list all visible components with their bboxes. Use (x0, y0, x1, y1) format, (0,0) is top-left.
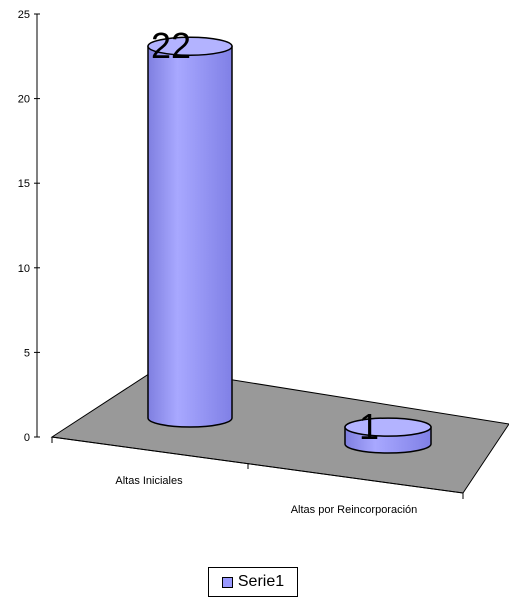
x-axis-line (51, 436, 464, 494)
data-label: 22 (151, 25, 191, 66)
legend: Serie1 (208, 567, 298, 597)
x-category-label: Altas por Reincorporación (291, 504, 418, 516)
y-tick-label: 20 (18, 94, 30, 106)
bar-top (147, 36, 233, 56)
x-category-label: Altas Iniciales (115, 475, 183, 487)
bar-body (147, 45, 233, 428)
legend-label: Serie1 (237, 573, 285, 590)
bar (344, 417, 432, 454)
legend-swatch (221, 576, 233, 588)
bar-top (344, 417, 432, 437)
y-tick-label: 25 (18, 9, 30, 21)
y-tick-label: 5 (24, 347, 30, 359)
data-label: 1 (359, 406, 379, 447)
y-tick-label: 15 (18, 178, 30, 190)
y-tick-label: 0 (24, 432, 30, 444)
y-tick-label: 10 (18, 263, 30, 275)
bar (147, 36, 233, 428)
